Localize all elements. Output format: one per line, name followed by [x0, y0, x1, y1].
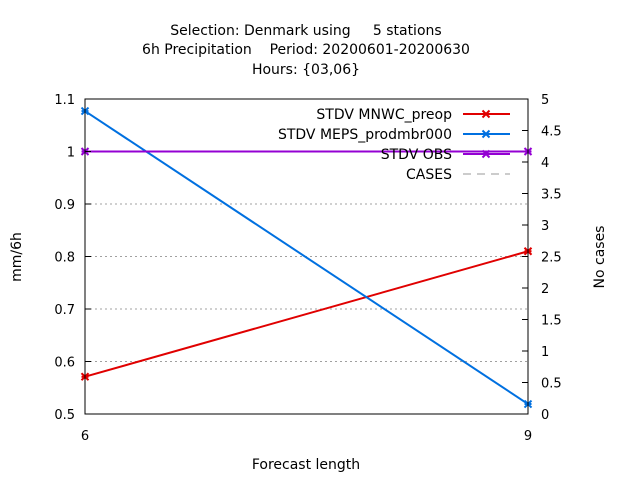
y2-tick-label: 0.5	[541, 377, 562, 392]
legend-label: STDV MNWC_preop	[316, 107, 452, 123]
legend-label: CASES	[406, 167, 452, 183]
y2-tick-label: 0	[541, 408, 549, 423]
legend-label: STDV MEPS_prodmbr000	[278, 127, 452, 143]
plot-frame	[84, 98, 529, 415]
y2-tick-label: 2	[541, 282, 549, 297]
y-tick-label: 0.7	[54, 303, 75, 318]
y2-tick-label: 3.5	[541, 188, 562, 203]
x-tick-label: 6	[81, 429, 89, 444]
y2-tick-label: 1.5	[541, 314, 562, 329]
y2-tick-label: 1	[541, 345, 549, 360]
title-line-1: Selection: Denmark using 5 stations	[170, 23, 441, 39]
legend-marker	[481, 109, 491, 119]
legend-marker	[481, 129, 491, 139]
legend-label: STDV OBS	[381, 147, 452, 163]
y-tick-label: 0.6	[54, 356, 75, 371]
legend-marker	[481, 149, 491, 159]
y2-tick-label: 4	[541, 156, 549, 171]
chart-title: Selection: Denmark using 5 stations 6h P…	[142, 23, 470, 78]
title-line-3: Hours: {03,06}	[252, 62, 360, 78]
legend: STDV MNWC_preop STDV MEPS_prodmbr000 STDV …	[278, 107, 510, 183]
y-tick-label: 1	[67, 146, 75, 161]
x-tick-label: 9	[524, 429, 532, 444]
y2-tick-label: 5	[541, 93, 549, 108]
series-line	[84, 110, 529, 405]
y2-tick-label: 3	[541, 219, 549, 234]
title-line-2: 6h Precipitation Period: 20200601-202006…	[142, 42, 470, 58]
series-line	[84, 250, 529, 378]
x-axis-label: Forecast length	[252, 457, 360, 473]
y-tick-label: 0.9	[54, 198, 75, 213]
y2-axis-label: No cases	[592, 226, 608, 289]
y-axis-label: mm/6h	[9, 232, 25, 282]
y2-tick-label: 2.5	[541, 251, 562, 266]
y-tick-label: 0.8	[54, 251, 75, 266]
y-tick-label: 0.5	[54, 408, 75, 423]
y-tick-label: 1.1	[54, 93, 75, 108]
axes: 0.5 0.6 0.7 0.8 0.9 1 1.1 0 0.5 1 1.5 2 2.5 3 3.5 4 4.5 5…	[54, 93, 561, 444]
y2-tick-label: 4.5	[541, 125, 562, 140]
